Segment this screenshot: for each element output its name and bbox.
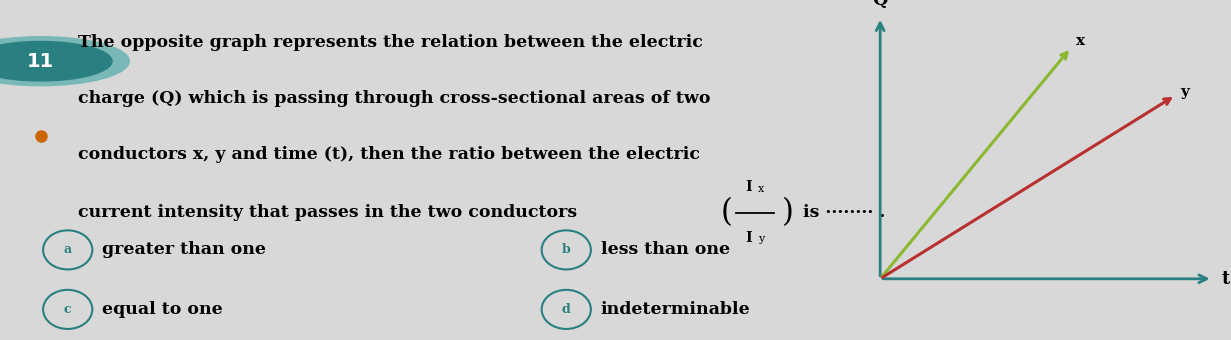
Circle shape [0,37,129,86]
Text: ): ) [782,197,794,228]
Text: greater than one: greater than one [102,241,266,258]
Text: b: b [561,243,571,256]
Text: Q: Q [873,0,888,8]
Text: x: x [1076,34,1085,48]
Text: a: a [64,243,71,256]
Text: d: d [561,303,571,316]
Text: indeterminable: indeterminable [601,301,751,318]
Text: The opposite graph represents the relation between the electric: The opposite graph represents the relati… [78,34,703,51]
Text: x: x [758,184,764,194]
Circle shape [0,41,112,81]
Text: equal to one: equal to one [102,301,223,318]
Text: y: y [758,234,764,244]
Text: I: I [745,180,752,194]
Text: less than one: less than one [601,241,730,258]
Text: conductors x, y and time (t), then the ratio between the electric: conductors x, y and time (t), then the r… [78,146,699,163]
Text: (: ( [720,197,732,228]
Text: t: t [1221,270,1230,288]
Text: 11: 11 [27,52,54,71]
Text: is ········ .: is ········ . [803,204,885,221]
Text: current intensity that passes in the two conductors: current intensity that passes in the two… [78,204,576,221]
Text: I: I [745,231,752,245]
Text: c: c [64,303,71,316]
Text: charge (Q) which is passing through cross-sectional areas of two: charge (Q) which is passing through cros… [78,90,710,107]
Text: y: y [1181,85,1189,99]
